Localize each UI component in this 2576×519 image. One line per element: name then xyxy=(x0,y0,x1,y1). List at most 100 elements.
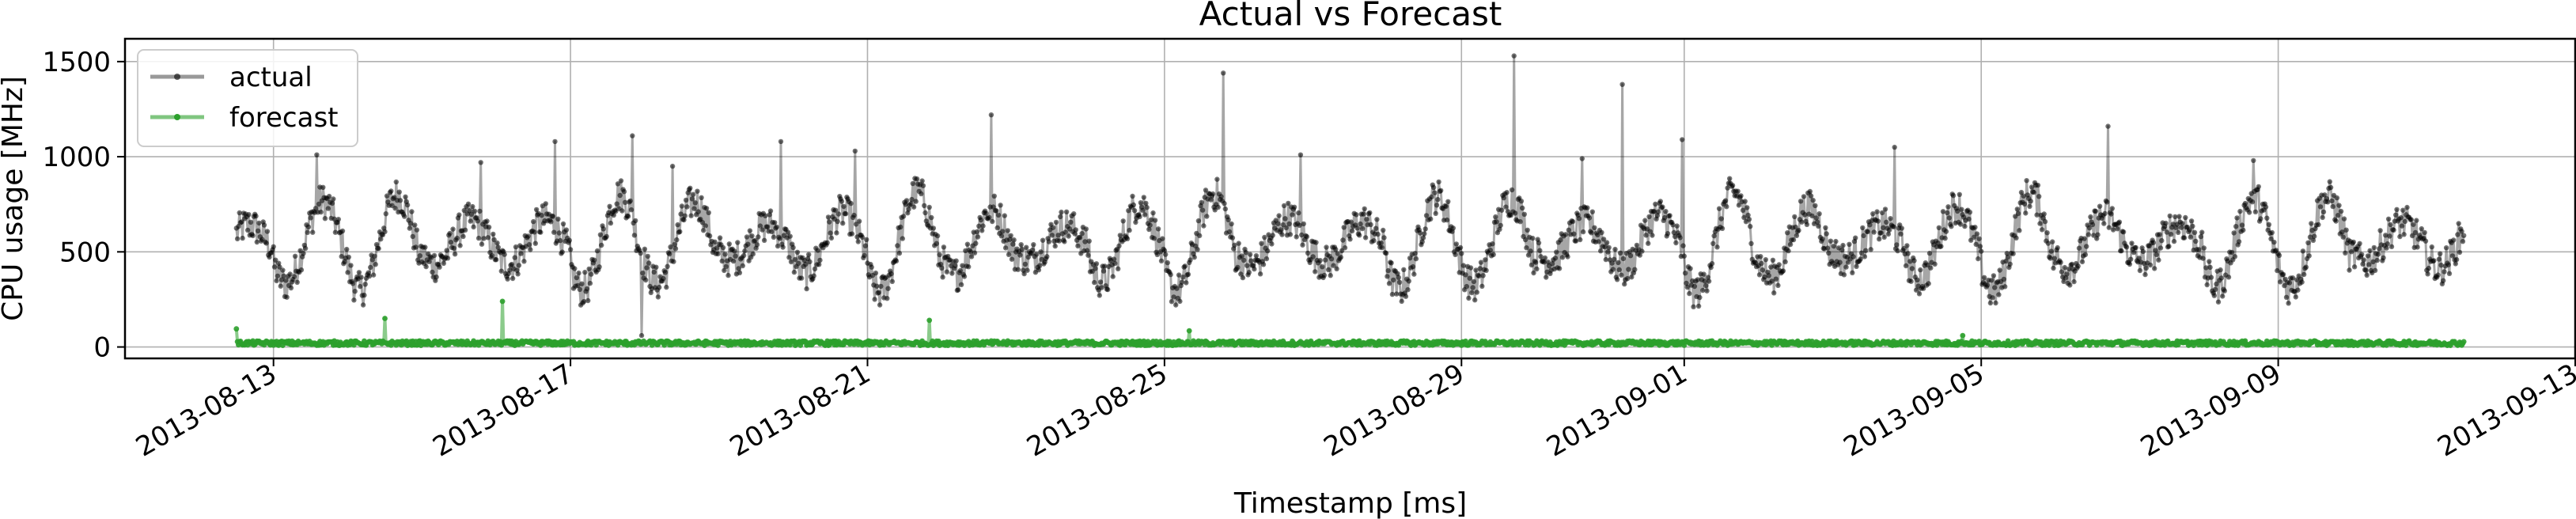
data-point xyxy=(2241,227,2246,233)
data-point xyxy=(594,248,600,254)
data-point xyxy=(518,251,524,256)
data-point xyxy=(1276,213,1282,218)
data-point xyxy=(1663,209,1669,214)
data-point xyxy=(253,213,259,219)
data-point xyxy=(2003,258,2009,264)
data-point xyxy=(1604,240,1610,245)
data-point xyxy=(1881,234,1887,240)
data-point xyxy=(772,220,778,225)
data-point xyxy=(1334,266,1339,271)
data-point xyxy=(1338,254,1344,260)
data-point xyxy=(2076,245,2082,251)
data-point xyxy=(1229,235,1236,241)
data-point xyxy=(2199,229,2205,235)
data-point xyxy=(1865,229,1870,235)
data-point xyxy=(640,270,646,276)
data-point xyxy=(1973,241,1979,248)
data-point xyxy=(1417,230,1423,236)
data-point xyxy=(1563,232,1569,237)
data-point xyxy=(1204,214,1210,219)
data-point xyxy=(2387,233,2392,239)
data-point xyxy=(1160,236,1165,241)
data-point xyxy=(2305,240,2311,245)
data-point xyxy=(1055,233,1061,238)
data-point xyxy=(633,218,638,224)
data-point xyxy=(1619,272,1624,278)
data-point xyxy=(1084,248,1090,253)
data-point xyxy=(2258,216,2263,222)
data-point xyxy=(475,235,482,241)
data-point xyxy=(1688,266,1693,271)
data-point xyxy=(1843,264,1849,270)
data-point xyxy=(384,193,390,199)
data-point xyxy=(2310,237,2317,243)
data-point xyxy=(350,281,356,286)
data-point xyxy=(957,267,964,274)
data-point xyxy=(2031,189,2036,195)
data-point xyxy=(362,292,367,298)
data-point xyxy=(362,282,368,287)
data-point xyxy=(968,248,974,255)
data-point xyxy=(648,290,653,296)
data-point xyxy=(1861,233,1866,238)
data-point xyxy=(373,262,378,267)
data-point xyxy=(2152,266,2157,271)
data-point xyxy=(761,237,767,243)
data-point xyxy=(1011,237,1017,243)
data-point xyxy=(1609,260,1615,266)
data-point xyxy=(878,283,884,290)
data-point xyxy=(1976,256,1981,262)
data-point xyxy=(2280,271,2286,278)
data-point xyxy=(2361,257,2366,263)
data-point xyxy=(2226,275,2232,280)
data-point xyxy=(1260,262,1267,267)
data-point xyxy=(597,264,602,270)
data-point xyxy=(2327,179,2332,184)
data-point xyxy=(684,204,690,210)
data-point xyxy=(817,257,823,263)
data-point xyxy=(678,211,684,217)
data-point xyxy=(1419,239,1425,244)
data-point xyxy=(2229,249,2235,256)
data-point xyxy=(1420,235,1426,241)
data-point xyxy=(1445,199,1451,204)
data-point xyxy=(1680,137,1685,142)
data-point xyxy=(1740,207,1746,213)
data-point xyxy=(2381,255,2386,261)
data-point xyxy=(407,225,412,231)
data-point xyxy=(2443,245,2449,251)
data-point xyxy=(2384,245,2389,251)
data-point xyxy=(1468,265,1474,271)
data-point xyxy=(2317,204,2324,210)
data-point xyxy=(1497,226,1502,232)
data-point xyxy=(1840,242,1846,248)
data-point xyxy=(2198,233,2203,240)
data-point xyxy=(1127,227,1132,233)
data-point xyxy=(2058,260,2063,265)
data-point xyxy=(1738,193,1744,199)
data-point xyxy=(2109,206,2115,211)
data-point xyxy=(1487,248,1494,253)
data-point xyxy=(392,206,398,211)
data-point xyxy=(2339,229,2345,235)
data-point xyxy=(1571,231,1577,237)
data-point xyxy=(682,213,688,218)
data-point xyxy=(958,282,964,287)
data-point xyxy=(2048,248,2054,254)
data-point xyxy=(2309,221,2314,226)
data-point xyxy=(2366,262,2372,267)
data-point xyxy=(1576,216,1582,222)
data-point xyxy=(1744,205,1750,210)
data-point xyxy=(557,237,563,244)
data-point xyxy=(577,286,582,292)
data-point xyxy=(239,219,244,225)
data-point xyxy=(767,208,774,214)
data-point xyxy=(642,246,648,252)
data-point xyxy=(706,210,711,215)
data-point xyxy=(1570,218,1576,225)
data-point xyxy=(1770,257,1776,263)
data-point xyxy=(2082,236,2087,241)
data-point xyxy=(703,223,708,229)
data-point xyxy=(1610,267,1616,272)
